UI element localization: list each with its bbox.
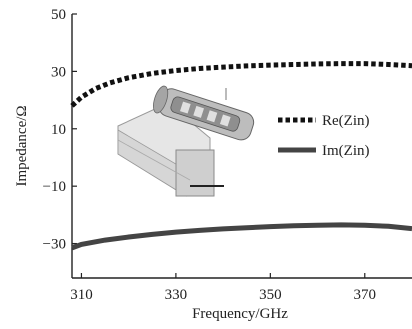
y-tick-label: −10 xyxy=(43,179,66,195)
legend-label-im-zin: Im(Zin) xyxy=(322,143,369,159)
x-tick-label: 330 xyxy=(165,287,188,303)
x-tick-label: 310 xyxy=(70,287,93,303)
series-re-zin-line xyxy=(70,61,412,108)
y-tick-label: 50 xyxy=(51,7,66,23)
series-im-zin-line xyxy=(71,222,412,251)
x-axis-title: Frequency/GHz xyxy=(192,306,288,322)
x-tick-label: 370 xyxy=(354,287,377,303)
legend-label-re-zin: Re(Zin) xyxy=(322,113,369,129)
axis-ticks xyxy=(72,13,366,278)
x-tick-label: 350 xyxy=(259,287,282,303)
antenna-model-inset xyxy=(117,85,255,197)
y-tick-label: −30 xyxy=(43,237,66,253)
legend: Re(Zin) Im(Zin) xyxy=(278,113,369,159)
y-tick-label: 10 xyxy=(51,122,66,138)
y-axis-title: Impedance/Ω xyxy=(14,105,30,186)
y-tick-label: 30 xyxy=(51,64,66,80)
tick-labels: 310 330 350 370 50 30 10 −10 −30 xyxy=(43,7,376,303)
